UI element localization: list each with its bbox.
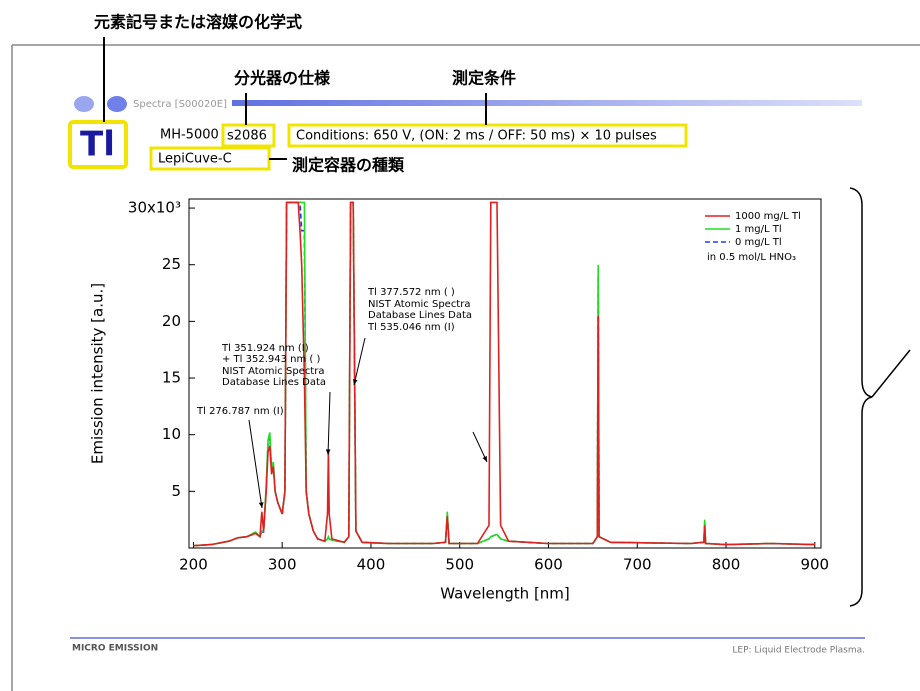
y-axis-title: Emission intensity [a.u.] [89, 283, 107, 464]
x-tick-label: 900 [800, 556, 829, 574]
arrow-head [325, 449, 331, 455]
legend-label: 1 mg/L Tl [735, 224, 782, 235]
brace-line [871, 349, 911, 398]
spectrum-line [193, 201, 815, 547]
annotation: Tl 377.572 nm ( ) [367, 287, 455, 298]
annotation: Tl 535.046 nm (I) [367, 322, 455, 333]
annotation: Database Lines Data [368, 310, 472, 321]
x-tick-label: 200 [179, 556, 208, 574]
arrow-head [258, 502, 264, 508]
annotation: NIST Atomic Spectra [222, 366, 324, 377]
arrow-head [352, 379, 358, 385]
logo-dot [107, 96, 127, 112]
callout: 分光器の仕様 [234, 69, 331, 88]
x-tick-label: 600 [534, 556, 563, 574]
plot-frame [188, 198, 822, 549]
y-tick-label: 5 [171, 482, 181, 500]
highlight-box [68, 120, 128, 169]
element-symbol: Tl [80, 125, 115, 165]
chart: 200 300 400 500 600 700 800 900 5 10 15 20 25 30x10³ W… [89, 198, 829, 603]
x-tick-label: 700 [623, 556, 652, 574]
header-bar [232, 100, 862, 106]
brace [849, 187, 873, 607]
annotation: + Tl 352.943 nm ( ) [222, 354, 320, 365]
x-tick-label: 500 [445, 556, 474, 574]
highlight-box [287, 123, 688, 148]
x-tick-label: 400 [357, 556, 386, 574]
x-axis-title: Wavelength [nm] [440, 585, 570, 603]
annotation-arrow [327, 391, 331, 456]
y-tick-label: 10 [162, 425, 181, 443]
y-tick-label: 20 [162, 312, 181, 330]
y-tick-label: 30x10³ [128, 199, 181, 217]
container: LepiCuve-C [158, 152, 232, 167]
legend-note: in 0.5 mol/L HNO₃ [707, 252, 796, 263]
logo-dot [74, 96, 94, 112]
conditions: Conditions: 650 V, (ON: 2 ms / OFF: 50 m… [296, 129, 657, 144]
annotation: Tl 276.787 nm (I) [196, 406, 284, 417]
instrument: MH-5000 [160, 128, 219, 143]
x-tick-label: 300 [268, 556, 297, 574]
arrow-head [482, 456, 487, 462]
footer-note: LEP: Liquid Electrode Plasma. [732, 646, 865, 656]
y-tick-label: 15 [162, 369, 181, 387]
highlight-box [221, 123, 276, 148]
annotation-arrow [353, 337, 366, 386]
footer-brand: MICRO EMISSION [72, 644, 158, 654]
annotation: NIST Atomic Spectra [368, 299, 470, 310]
x-tick-label: 800 [712, 556, 741, 574]
callout: 測定条件 [452, 69, 516, 88]
callout: 測定容器の種類 [292, 156, 405, 175]
y-tick-label: 25 [162, 255, 181, 273]
annotation: Database Lines Data [222, 377, 326, 388]
legend-label: 0 mg/L Tl [735, 237, 782, 248]
annotation: Tl 351.924 nm (I) [221, 343, 309, 354]
annotation-arrow [248, 419, 263, 509]
callout: 元素記号または溶媒の化学式 [94, 13, 302, 32]
series-id: Spectra [S00020E] [133, 99, 227, 110]
spectrometer: s2086 [227, 129, 267, 144]
legend-label: 1000 mg/L Tl [735, 211, 801, 222]
